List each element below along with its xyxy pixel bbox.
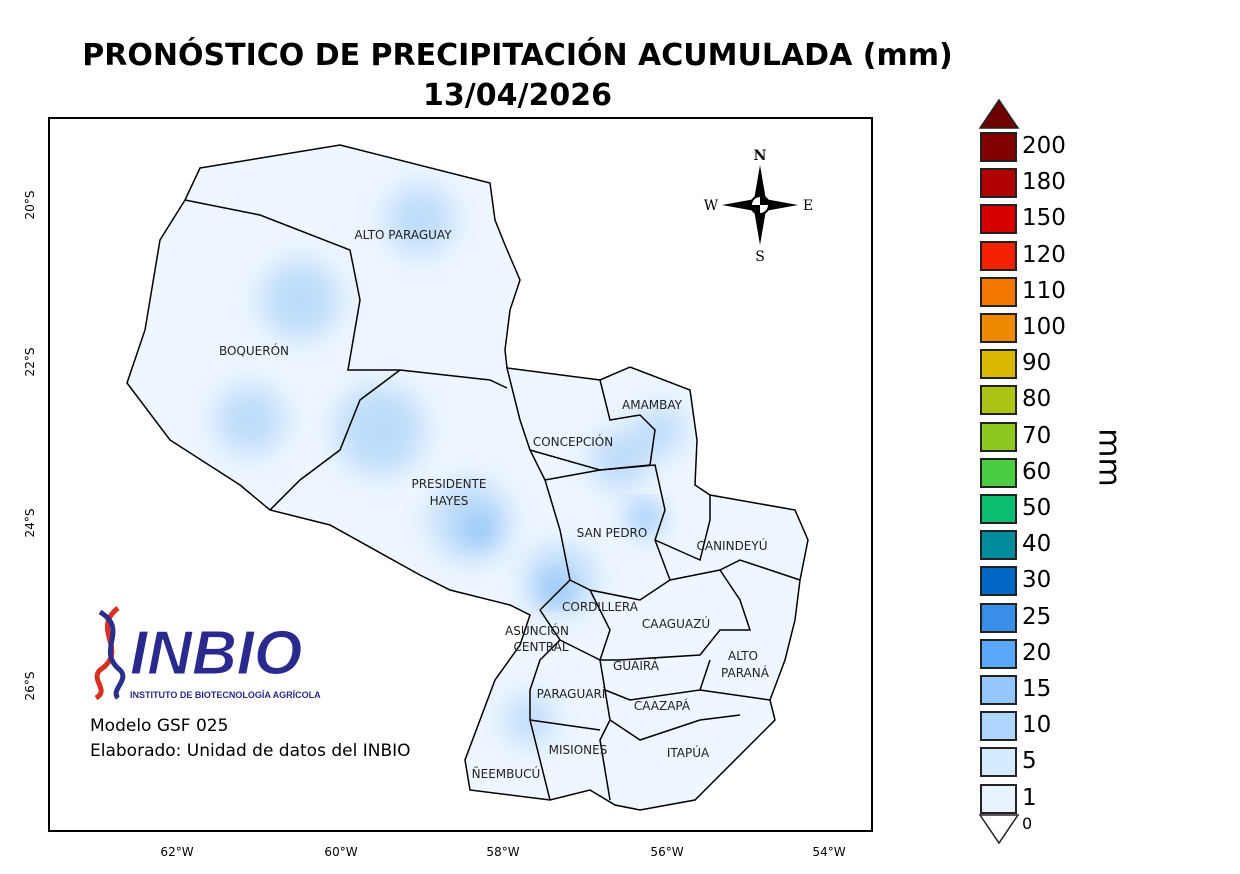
- legend-under-arrow: [978, 814, 1020, 845]
- map-frame: [48, 117, 873, 832]
- label-caazapa: CAAZAPÁ: [634, 698, 691, 713]
- department-labels: ALTO PARAGUAY BOQUERÓN PRESIDENTE HAYES …: [219, 228, 770, 781]
- legend-swatch: [980, 711, 1017, 742]
- label-alto-paraguay: ALTO PARAGUAY: [354, 228, 452, 242]
- legend-swatch: [980, 204, 1017, 235]
- lat-tick: 24°S: [23, 508, 37, 538]
- legend-label: 60: [1022, 458, 1052, 485]
- label-cordillera: CORDILLERA: [562, 600, 639, 614]
- label-asuncion: ASUNCIÓN: [505, 623, 569, 638]
- compass-rose-icon: N S E W: [704, 148, 813, 265]
- legend-swatch: [980, 132, 1017, 162]
- label-central: CENTRAL: [513, 640, 568, 654]
- label-paraguari: PARAGUARÍ: [537, 686, 606, 701]
- label-concepcion: CONCEPCIÓN: [533, 434, 613, 449]
- legend-over-arrow: [978, 98, 1020, 129]
- lon-tick: 60°W: [324, 845, 358, 859]
- map-date: 13/04/2026: [423, 78, 612, 113]
- label-amambay: AMAMBAY: [622, 398, 683, 412]
- label-caaguazu: CAAGUAZÚ: [642, 616, 710, 631]
- map-title: PRONÓSTICO DE PRECIPITACIÓN ACUMULADA (m…: [82, 38, 953, 73]
- svg-text:N: N: [754, 148, 767, 164]
- credit-label: Elaborado: Unidad de datos del INBIO: [90, 741, 411, 761]
- lon-tick: 58°W: [486, 845, 520, 859]
- legend-label: 180: [1022, 169, 1066, 196]
- legend-under-label: 0: [1022, 814, 1033, 833]
- svg-text:E: E: [803, 198, 813, 214]
- legend-label: 1: [1022, 784, 1037, 811]
- legend-swatch: [980, 168, 1017, 199]
- legend-swatch: [980, 602, 1017, 633]
- legend-swatch: [980, 313, 1017, 343]
- label-misiones: MISIONES: [549, 743, 608, 757]
- label-san-pedro: SAN PEDRO: [577, 526, 648, 540]
- label-guaira: GUAIRÁ: [613, 658, 660, 673]
- label-itapua: ITAPÚA: [667, 745, 710, 760]
- legend-label: 10: [1022, 712, 1052, 739]
- legend-swatch: [980, 349, 1017, 380]
- model-label: Modelo GSF 025: [90, 716, 229, 736]
- legend-swatch: [980, 675, 1017, 705]
- lat-tick: 20°S: [23, 190, 37, 220]
- department-boundaries: [126, 144, 809, 811]
- label-boqueron: BOQUERÓN: [219, 343, 289, 358]
- legend-label: 200: [1022, 133, 1066, 159]
- legend-swatch: [980, 747, 1017, 778]
- legend-unit: mm: [1091, 428, 1127, 487]
- lon-tick: 62°W: [160, 845, 194, 859]
- label-canindeyu: CANINDEYÚ: [696, 538, 767, 553]
- legend-swatch: [980, 240, 1017, 271]
- label-neembucu: ÑEEMBUCÚ: [472, 766, 541, 781]
- lat-tick: 22°S: [23, 347, 37, 377]
- legend-swatch: [980, 566, 1017, 597]
- legend-label: 90: [1022, 350, 1052, 377]
- label-hayes: HAYES: [430, 494, 469, 508]
- legend-label: 15: [1022, 676, 1052, 702]
- legend-label: 120: [1022, 241, 1066, 268]
- legend-label: 50: [1022, 495, 1052, 521]
- legend-label: 110: [1022, 277, 1066, 304]
- label-presidente: PRESIDENTE: [411, 477, 486, 491]
- legend-swatch: [980, 530, 1017, 561]
- legend-swatch: [980, 457, 1017, 488]
- inbio-logo: INBIO INSTITUTO DE BIOTECNOLOGÍA AGRÍCOL…: [94, 606, 321, 701]
- label-parana: PARANÁ: [721, 665, 770, 680]
- lat-tick: 26°S: [23, 671, 37, 701]
- label-alto: ALTO: [728, 649, 758, 663]
- svg-text:W: W: [704, 198, 719, 214]
- legend-label: 20: [1022, 639, 1052, 666]
- legend-swatch: [980, 638, 1017, 669]
- legend-label: 25: [1022, 603, 1052, 630]
- legend-swatch: [980, 385, 1017, 416]
- logo-name: INBIO: [130, 619, 302, 688]
- legend-label: 30: [1022, 567, 1052, 594]
- legend-swatch: [980, 276, 1017, 307]
- svg-text:S: S: [755, 249, 765, 265]
- lon-tick: 54°W: [812, 845, 846, 859]
- legend-label: 80: [1022, 386, 1052, 413]
- legend-swatch: [980, 783, 1017, 814]
- lon-tick: 56°W: [650, 845, 684, 859]
- legend-label: 5: [1022, 748, 1037, 775]
- legend-label: 40: [1022, 531, 1052, 558]
- legend-swatch: [980, 494, 1017, 524]
- logo-subtitle: INSTITUTO DE BIOTECNOLOGÍA AGRÍCOLA: [130, 690, 321, 700]
- legend-swatch: [980, 421, 1017, 452]
- legend-label: 150: [1022, 205, 1066, 232]
- legend-label: 70: [1022, 422, 1052, 449]
- legend-label: 100: [1022, 314, 1066, 340]
